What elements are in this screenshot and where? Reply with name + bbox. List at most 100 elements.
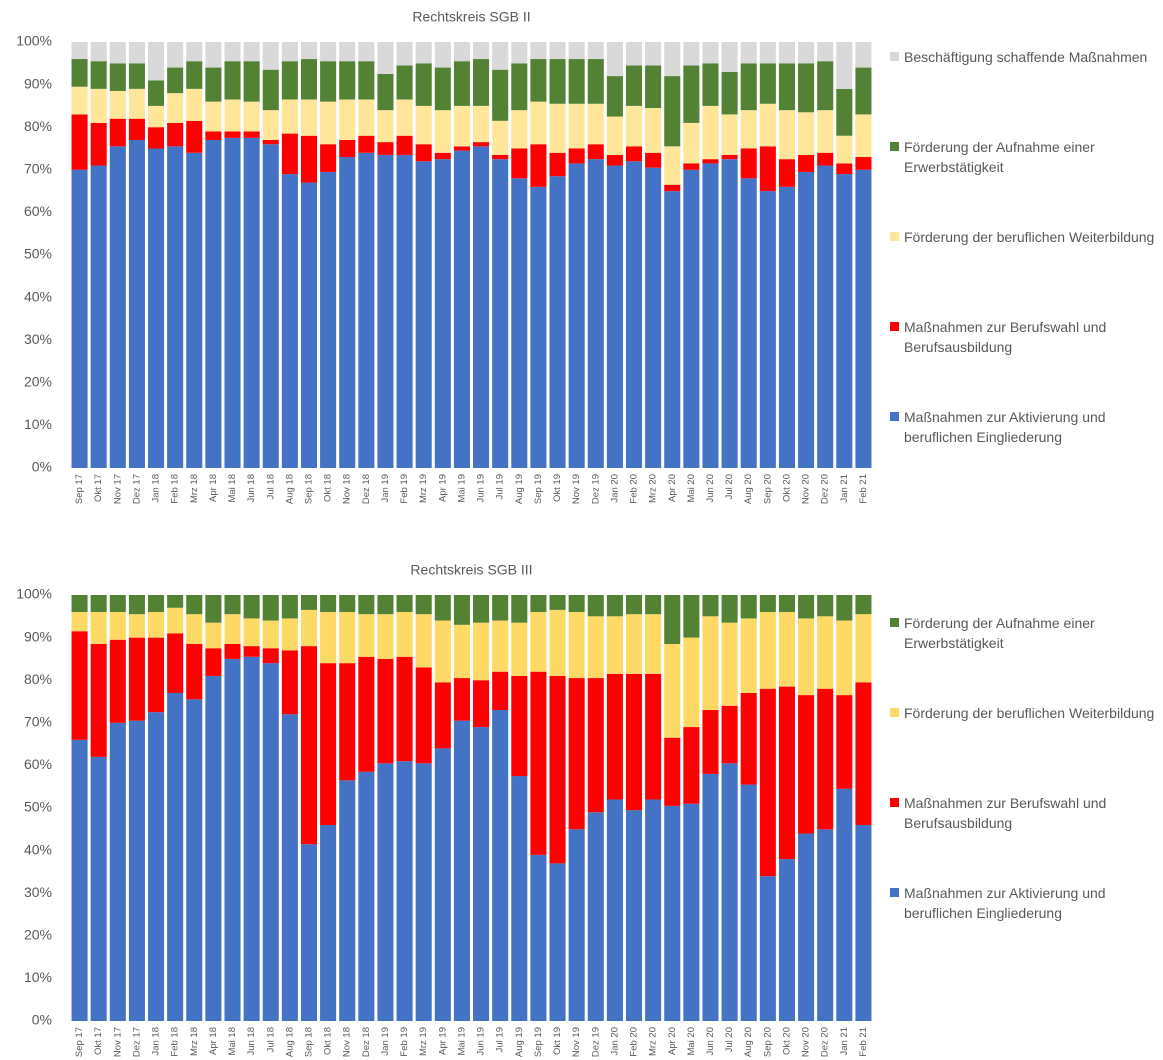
bar-segment (262, 139, 279, 145)
bar-segment (740, 178, 757, 468)
x-tick-label: Apr 20 (667, 1027, 678, 1055)
x-tick-label: Dez 19 (590, 1027, 601, 1057)
bar-segment (855, 157, 872, 170)
bar-segment (664, 805, 681, 1021)
bar-segment (358, 595, 375, 615)
bar-segment (778, 859, 795, 1021)
bar-segment (377, 110, 394, 143)
legend-item: Beschäftigung schaffende Maßnahmen (890, 47, 1163, 67)
x-tick-label: Aug 20 (743, 1027, 754, 1057)
bar-segment (645, 108, 662, 153)
bar-segment (473, 142, 490, 147)
bar-segment (167, 595, 184, 608)
legend-swatch (890, 412, 899, 421)
bar-segment (205, 42, 222, 68)
x-tick-label: Mai 19 (456, 1027, 467, 1056)
y-tick-label: 30% (24, 884, 52, 900)
bar-segment (434, 42, 451, 68)
bar-segment (90, 122, 107, 166)
bar-segment (683, 595, 700, 638)
x-tick-label: Jan 20 (609, 1027, 620, 1056)
bar-segment (396, 761, 413, 1021)
x-tick-label: Mrz 19 (418, 1027, 429, 1056)
bar-segment (492, 42, 509, 70)
bar-segment (148, 637, 165, 713)
x-tick-label: Jan 20 (609, 474, 620, 503)
x-tick-label: Feb 21 (858, 1027, 869, 1057)
bar-segment (740, 42, 757, 64)
bar-segment (473, 727, 490, 1021)
bar-segment (702, 595, 719, 617)
x-tick-label: Apr 18 (208, 1027, 219, 1055)
bar-segment (549, 59, 566, 104)
bar-segment (664, 191, 681, 468)
bar-segment (300, 59, 318, 100)
bar-segment (778, 612, 795, 687)
x-tick-label: Jul 18 (265, 1027, 276, 1052)
bar-segment (90, 165, 107, 469)
bar-segment (817, 165, 834, 469)
bar-segment (396, 612, 413, 657)
x-tick-label: Okt 17 (93, 474, 104, 502)
x-tick-label: Nov 19 (571, 1027, 582, 1057)
bar-segment (320, 101, 337, 145)
y-tick-label: 90% (24, 628, 52, 644)
x-tick-label: Jan 19 (380, 474, 391, 503)
x-tick-label: Dez 17 (131, 1027, 142, 1057)
x-tick-label: Nov 18 (342, 1027, 353, 1057)
y-tick-label: 0% (32, 1012, 52, 1028)
bar-segment (186, 643, 203, 700)
bar-segment (186, 120, 203, 153)
bar-segment (300, 42, 318, 60)
bar-segment (109, 595, 126, 613)
x-tick-label: Nov 17 (112, 1027, 123, 1057)
bar-segment (224, 595, 241, 615)
y-tick-label: 80% (24, 671, 52, 687)
legend-swatch (890, 322, 899, 331)
bar-segment (625, 146, 643, 162)
bar-segment (281, 618, 298, 651)
bar-segment (587, 144, 604, 160)
bar-segment (473, 622, 490, 681)
bar-segment (587, 42, 604, 60)
bar-segment (836, 135, 853, 164)
bar-segment (473, 59, 490, 106)
bar-segment (511, 776, 528, 1021)
bar-segment (645, 167, 662, 469)
x-tick-label: Dez 20 (820, 1027, 831, 1057)
bar-segment (434, 110, 451, 153)
bar-segment (798, 595, 815, 619)
bar-segment (511, 178, 528, 468)
x-tick-label: Nov 19 (571, 474, 582, 504)
bar-segment (855, 114, 872, 158)
x-tick-label: Dez 18 (361, 1027, 372, 1057)
bar-segment (855, 67, 872, 115)
bar-segment (492, 159, 509, 468)
bar-segment (396, 42, 413, 66)
x-tick-label: Dez 18 (361, 474, 372, 504)
bar-segment (625, 105, 643, 147)
x-tick-label: Mrz 20 (648, 474, 659, 503)
y-tick-label: 70% (24, 714, 52, 730)
bar-segment (71, 631, 88, 740)
bar-segment (568, 612, 585, 679)
bar-segment (855, 614, 872, 683)
bar-segment (798, 154, 815, 172)
bar-segment (148, 42, 165, 81)
bar-segment (836, 174, 853, 468)
bar-segment (148, 105, 165, 128)
x-tick-label: Apr 19 (437, 474, 448, 502)
bar-segment (224, 658, 241, 1021)
bar-segment (855, 42, 872, 68)
bar-segment (683, 727, 700, 804)
bar-segment (606, 595, 623, 617)
x-tick-label: Okt 18 (323, 1027, 334, 1055)
bar-segment (339, 139, 356, 158)
y-tick-label: 20% (24, 927, 52, 943)
bar-segment (415, 144, 432, 162)
bar-segment (778, 186, 795, 468)
bar-segment (568, 103, 585, 149)
x-tick-label: Okt 20 (781, 474, 792, 502)
bar-segment (148, 148, 165, 468)
x-tick-label: Jun 19 (476, 1027, 487, 1056)
